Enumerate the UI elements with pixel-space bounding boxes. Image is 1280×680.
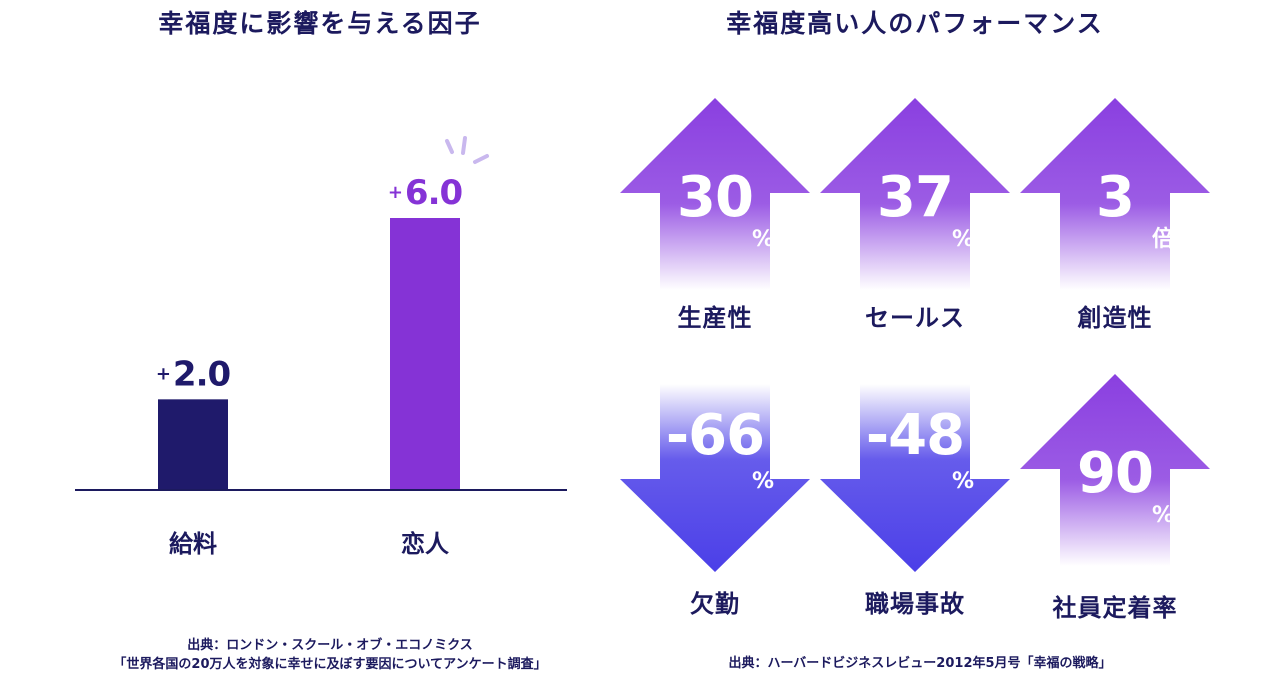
sparkle-line [445, 139, 454, 154]
performance-label: 職場事故 [865, 590, 965, 618]
bar-1 [158, 399, 228, 490]
performance-unit: % [952, 227, 975, 252]
arrow-up-icon [1020, 374, 1210, 566]
bar-chart: +2.0 給料 +6.0 恋人 [75, 136, 567, 558]
arrow-down-icon [820, 384, 1010, 572]
performance-value: 90 [1077, 441, 1154, 506]
performance-value: 3 [1096, 165, 1135, 230]
performance-unit: 倍 [1152, 227, 1175, 252]
performance-unit: % [752, 227, 775, 252]
arrow-up-icon [820, 98, 1010, 290]
left-source-line-1: 出典：ロンドン・スクール・オブ・エコノミクス [187, 638, 473, 653]
bar-2 [390, 218, 460, 490]
performance-item: 37% セールス [820, 98, 1010, 338]
performance-value: 37 [877, 165, 954, 230]
performance-unit: % [752, 469, 775, 494]
right-source-note: 出典：ハーバードビジネスレビュー2012年5月号「幸福の戦略」 [728, 656, 1112, 671]
performance-value: -48 [865, 403, 965, 468]
arrow-down-icon [620, 384, 810, 572]
sparkle-line [461, 136, 467, 155]
right-chart-title: 幸福度高い人のパフォーマンス [726, 9, 1104, 38]
performance-value: 30 [677, 165, 754, 230]
performance-item: -66% 欠勤 [620, 384, 810, 624]
performance-item: 30% 生産性 [620, 98, 810, 338]
performance-value: -66 [665, 403, 765, 468]
performance-unit: % [952, 469, 975, 494]
performance-label: 生産性 [677, 304, 753, 332]
performance-label: 欠勤 [690, 590, 740, 618]
bar-category-label: 恋人 [401, 530, 449, 558]
left-source-note: 出典：ロンドン・スクール・オブ・エコノミクス 「世界各国の20万人を対象に幸せに… [40, 636, 620, 674]
performance-label: セールス [865, 304, 965, 332]
bar-category-label: 給料 [169, 530, 217, 558]
left-source-line-2: 「世界各国の20万人を対象に幸せに及ぼす要因についてアンケート調査」 [113, 657, 547, 672]
bar-value-label: +6.0 [388, 173, 463, 213]
left-chart-title: 幸福度に影響を与える因子 [158, 9, 482, 38]
bar-value-label: +2.0 [156, 354, 231, 394]
performance-item: 90% 社員定着率 [1020, 374, 1210, 622]
sparkle-line [473, 154, 489, 164]
performance-label: 社員定着率 [1052, 594, 1178, 622]
arrow-up-icon [620, 98, 810, 290]
performance-item: -48% 職場事故 [820, 384, 1010, 624]
performance-label: 創造性 [1077, 304, 1153, 332]
performance-unit: % [1152, 503, 1175, 528]
performance-item: 3 倍創造性 [1020, 98, 1210, 338]
arrow-up-icon [1020, 98, 1210, 290]
